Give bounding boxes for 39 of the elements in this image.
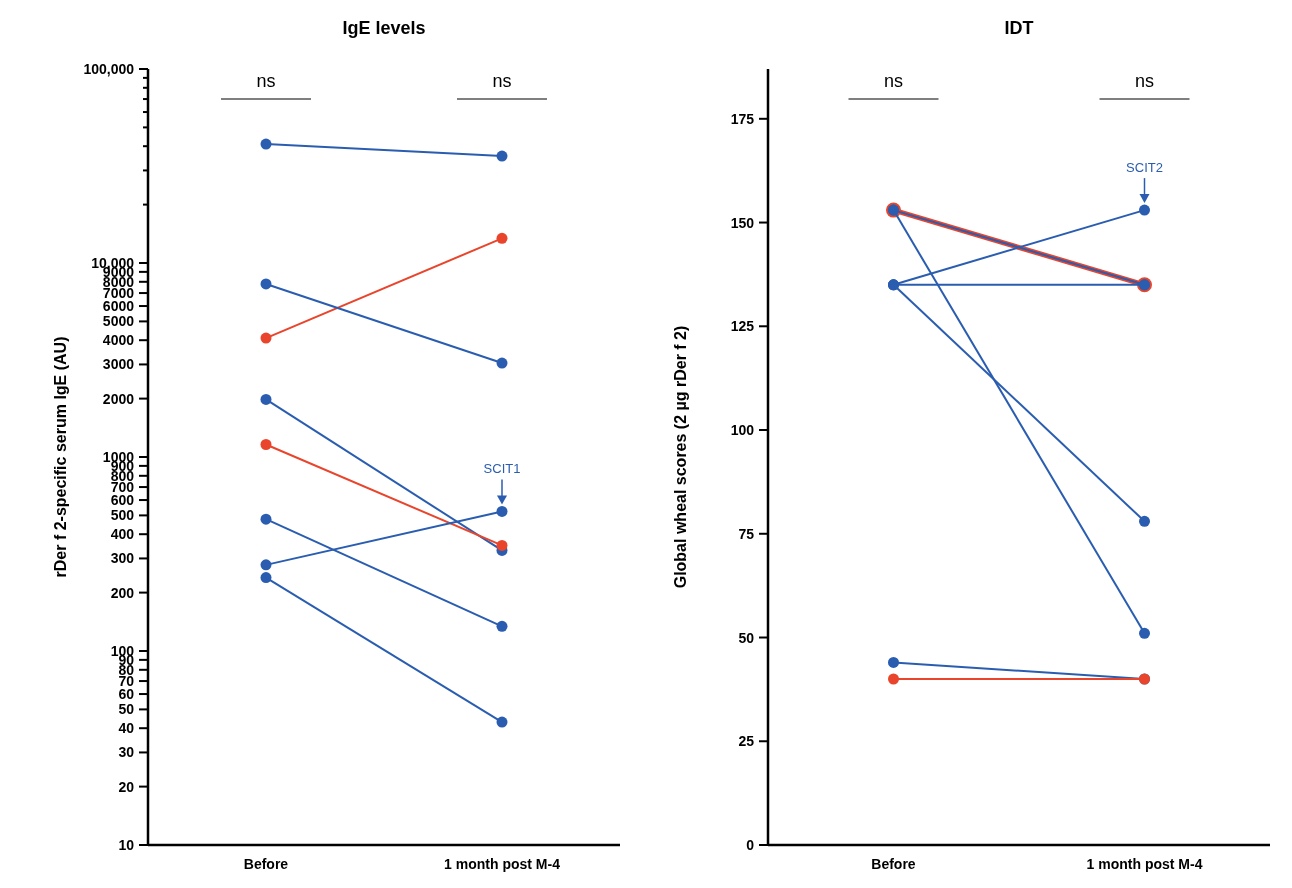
y-tick-label: 50 [118,701,135,718]
annotation: ns [1134,71,1155,91]
y-tick-label: 300 [110,550,135,567]
x-tick-label: Before [871,856,916,872]
x-tick-label: Before [243,856,289,872]
x-tick-label: 1 month post M-4 [1086,856,1203,872]
chart-title: IgE levels [342,18,426,38]
y-tick-label: 60 [118,686,135,703]
y-tick-label: 125 [730,318,755,335]
y-tick-label: 0 [746,837,755,853]
annotation: ns [883,71,904,91]
y-tick-label: 100 [730,422,755,439]
annotation: ns [256,71,276,91]
y-tick-label: 600 [110,492,135,509]
y-tick-label: 50 [738,629,755,646]
annotation: SCIT1 [483,461,521,477]
y-tick-label: 200 [110,584,135,601]
annotation: SCIT2 [1126,160,1163,176]
y-axis-title: rDer f 2-specific serum IgE (AU) [52,336,69,578]
y-tick-label: 10 [118,837,135,853]
y-tick-label: 20 [118,778,135,795]
y-tick-label: 400 [110,526,135,543]
y-tick-label: 100,000 [83,61,135,77]
y-tick-label: 40 [118,720,135,737]
y-tick-label: 175 [730,110,755,127]
y-axis-title: Global wheal scores (2 µg rDer f 2) [672,325,689,589]
y-tick-label: 2000 [102,390,135,407]
y-tick-label: 6000 [102,298,135,315]
y-tick-label: 150 [730,214,755,231]
y-tick-label: 4000 [102,332,135,349]
y-tick-label: 75 [738,525,755,542]
y-tick-label: 30 [118,744,135,761]
annotation: ns [492,71,512,91]
y-tick-label: 500 [110,507,135,524]
y-tick-label: 25 [738,733,755,750]
chart-title: IDT [1004,18,1034,38]
x-tick-label: 1 month post M-4 [444,856,561,872]
y-tick-label: 5000 [102,313,135,330]
y-tick-label: 3000 [102,356,135,373]
